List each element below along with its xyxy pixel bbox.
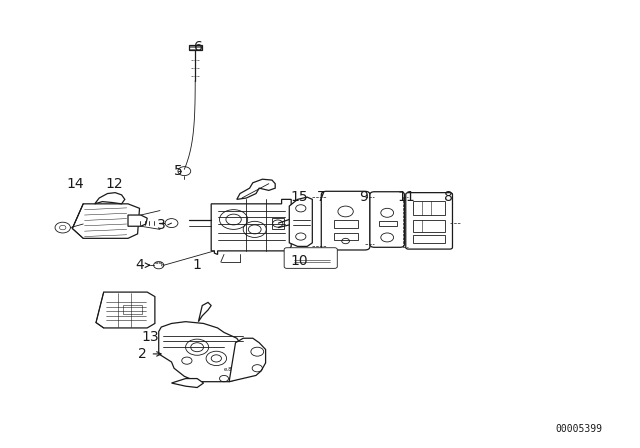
Bar — [413, 235, 445, 243]
Text: 8: 8 — [444, 190, 452, 204]
Text: 10: 10 — [291, 254, 308, 268]
Bar — [189, 45, 202, 50]
Polygon shape — [72, 204, 140, 238]
Text: 7: 7 — [317, 190, 326, 204]
Polygon shape — [172, 379, 204, 388]
Text: 4: 4 — [135, 258, 144, 272]
Text: 1: 1 — [193, 258, 202, 272]
Bar — [123, 305, 142, 314]
FancyBboxPatch shape — [370, 192, 404, 247]
Polygon shape — [96, 292, 155, 328]
Text: e.8: e.8 — [223, 367, 232, 372]
Text: 00005399: 00005399 — [556, 424, 603, 434]
Bar — [334, 233, 358, 240]
Polygon shape — [237, 179, 275, 199]
Polygon shape — [229, 338, 266, 382]
Polygon shape — [289, 197, 312, 246]
Bar — [379, 221, 397, 226]
Polygon shape — [211, 199, 291, 254]
Text: 9: 9 — [359, 190, 368, 204]
Bar — [272, 218, 284, 229]
Text: 2: 2 — [138, 347, 147, 361]
Text: 14: 14 — [67, 177, 84, 191]
FancyBboxPatch shape — [284, 248, 337, 268]
Text: 5: 5 — [173, 164, 182, 178]
Bar — [334, 220, 358, 228]
Bar — [413, 201, 445, 215]
Polygon shape — [95, 193, 125, 204]
FancyBboxPatch shape — [406, 193, 452, 249]
Text: 11: 11 — [397, 190, 415, 204]
Text: 3: 3 — [157, 218, 166, 232]
Text: 15: 15 — [291, 190, 308, 204]
Polygon shape — [128, 215, 147, 226]
Text: 12: 12 — [105, 177, 123, 191]
Text: 6: 6 — [194, 40, 203, 54]
Polygon shape — [198, 302, 211, 322]
Polygon shape — [159, 322, 248, 382]
FancyBboxPatch shape — [321, 191, 370, 250]
Bar — [413, 220, 445, 232]
Text: 13: 13 — [141, 330, 159, 344]
